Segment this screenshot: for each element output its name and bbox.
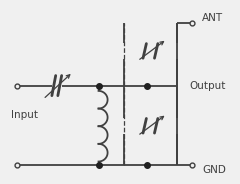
- Text: GND: GND: [202, 165, 226, 175]
- Text: Output: Output: [189, 81, 226, 91]
- Text: Input: Input: [12, 110, 38, 120]
- Text: ANT: ANT: [202, 13, 223, 23]
